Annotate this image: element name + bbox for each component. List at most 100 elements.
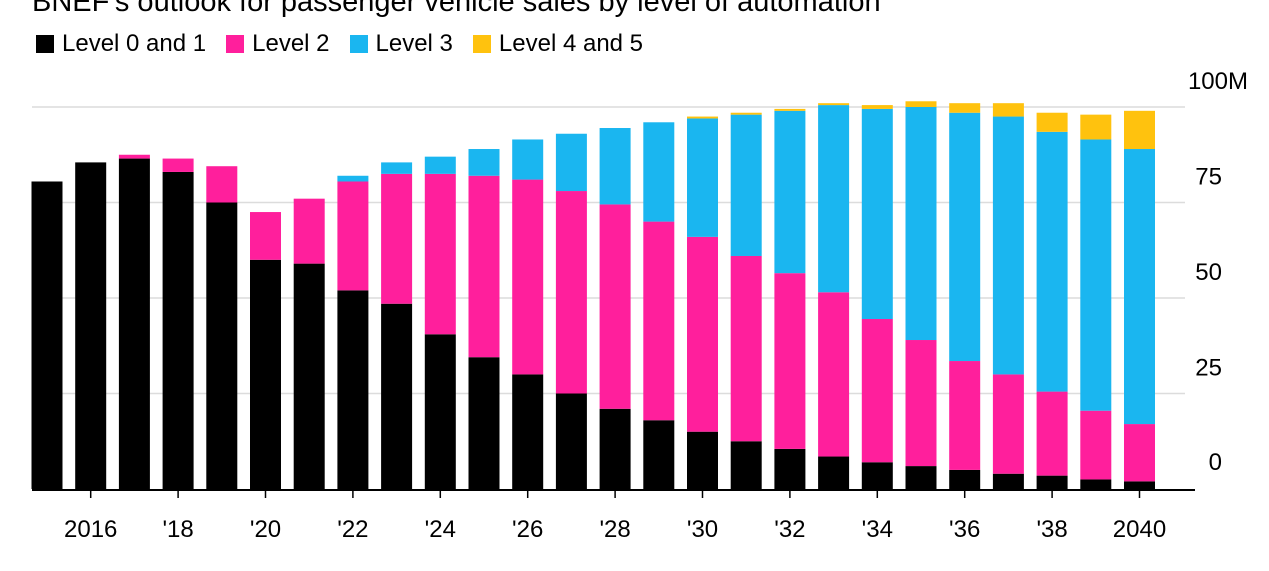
bar-segment xyxy=(643,122,675,222)
bar-segment xyxy=(818,105,850,293)
bar-segment xyxy=(555,191,587,394)
bar-segment xyxy=(687,236,718,432)
bar-segment xyxy=(905,107,937,341)
bar-segment xyxy=(1036,391,1068,476)
bar-segment xyxy=(1124,424,1155,482)
bar-segment xyxy=(818,292,850,457)
bar-segment xyxy=(992,116,1024,375)
legend-swatch xyxy=(349,35,368,53)
bar-segment xyxy=(468,175,500,358)
bar-segment xyxy=(599,204,631,409)
legend-swatch xyxy=(226,35,245,53)
x-tick-label: '38 xyxy=(1036,516,1067,543)
bar-segment xyxy=(687,118,718,237)
y-tick-label: 50 xyxy=(1195,259,1222,286)
bar-segment xyxy=(687,431,718,489)
bar-segment xyxy=(687,116,718,119)
bar-segment xyxy=(162,171,194,489)
bar-segment xyxy=(599,408,631,489)
bar-segment xyxy=(992,103,1024,117)
x-tick-label: 2040 xyxy=(1113,516,1166,543)
bar-segment xyxy=(1080,139,1112,411)
legend-label: Level 4 and 5 xyxy=(498,30,644,57)
y-tick-label: 75 xyxy=(1195,164,1222,191)
x-tick-label: '20 xyxy=(250,516,281,543)
bar-segment xyxy=(555,133,587,192)
bar-segment xyxy=(1124,149,1155,425)
y-tick-label: 0 xyxy=(1209,449,1222,476)
bar-segment xyxy=(818,103,850,106)
y-tick-label: 100M xyxy=(1188,68,1248,95)
bar-segment xyxy=(206,166,238,203)
bar-segment xyxy=(1124,110,1155,150)
bar-segment xyxy=(381,303,413,489)
bar-segment xyxy=(949,361,981,470)
bar-segment xyxy=(293,198,325,264)
bar-segment xyxy=(1036,475,1068,489)
bar-segment xyxy=(75,162,107,489)
bar-segment xyxy=(468,149,500,176)
bar-segment xyxy=(1036,112,1068,132)
legend-label: Level 2 xyxy=(252,30,330,57)
x-tick-label: '22 xyxy=(337,516,368,543)
bar-segment xyxy=(337,290,369,489)
x-tick-label: '26 xyxy=(512,516,543,543)
bar-segment xyxy=(250,212,281,260)
bar-segment xyxy=(949,469,981,489)
x-tick-label: '30 xyxy=(687,516,718,543)
bar-segment xyxy=(949,112,981,362)
legend: Level 0 and 1 Level 2 Level 3 Level 4 an… xyxy=(36,30,663,58)
bar-segment xyxy=(555,393,587,489)
legend-item-level-3: Level 3 xyxy=(349,30,453,58)
y-tick-label: 25 xyxy=(1195,355,1222,382)
bar-segment xyxy=(861,105,893,109)
x-tick-label: '18 xyxy=(162,516,193,543)
x-tick-label: '36 xyxy=(949,516,980,543)
bar-segment xyxy=(381,162,413,174)
bar-segment xyxy=(31,181,63,490)
bar-segment xyxy=(424,334,456,489)
bar-segment xyxy=(512,139,544,180)
bar-segment xyxy=(512,179,544,375)
bar-segment xyxy=(424,156,456,174)
chart-title: BNEF's outlook for passenger vehicle sal… xyxy=(32,0,881,18)
bar-segment xyxy=(643,221,675,421)
bar-segment xyxy=(381,173,413,304)
bar-segment xyxy=(1124,481,1155,489)
bar-segment xyxy=(118,154,150,159)
bar-segment xyxy=(424,173,456,335)
legend-label: Level 3 xyxy=(375,30,453,57)
bar-segment xyxy=(1036,131,1068,392)
bar-segment xyxy=(1080,114,1112,140)
bar-segment xyxy=(905,340,937,467)
bar-segment xyxy=(512,374,544,489)
bar-segment xyxy=(861,319,893,463)
x-tick-label: '32 xyxy=(774,516,805,543)
x-tick-label: '34 xyxy=(862,516,893,543)
bar-segment xyxy=(905,466,937,489)
bar-segment xyxy=(162,158,194,172)
bar-segment xyxy=(774,273,806,449)
bar-segment xyxy=(730,114,762,256)
bar-segment xyxy=(206,202,238,489)
legend-item-level-4-5: Level 4 and 5 xyxy=(472,30,644,58)
legend-item-level-2: Level 2 xyxy=(226,30,330,58)
bar-segment xyxy=(599,128,631,205)
bar-segment xyxy=(774,110,806,274)
bar-segment xyxy=(337,175,369,182)
bar-segment xyxy=(992,473,1024,489)
bar-segment xyxy=(250,259,281,489)
bar-segment xyxy=(818,456,850,489)
bar-segment xyxy=(992,374,1024,474)
legend-label: Level 0 and 1 xyxy=(62,30,207,57)
bar-segment xyxy=(774,448,806,489)
bar-segment xyxy=(337,181,369,291)
bar-segment xyxy=(643,420,675,489)
bar-segment xyxy=(861,462,893,489)
x-tick-label: 2016 xyxy=(64,516,117,543)
x-tick-label: '28 xyxy=(599,516,630,543)
legend-swatch xyxy=(472,35,491,53)
bar-segment xyxy=(468,357,500,489)
bar-segment xyxy=(730,441,762,489)
